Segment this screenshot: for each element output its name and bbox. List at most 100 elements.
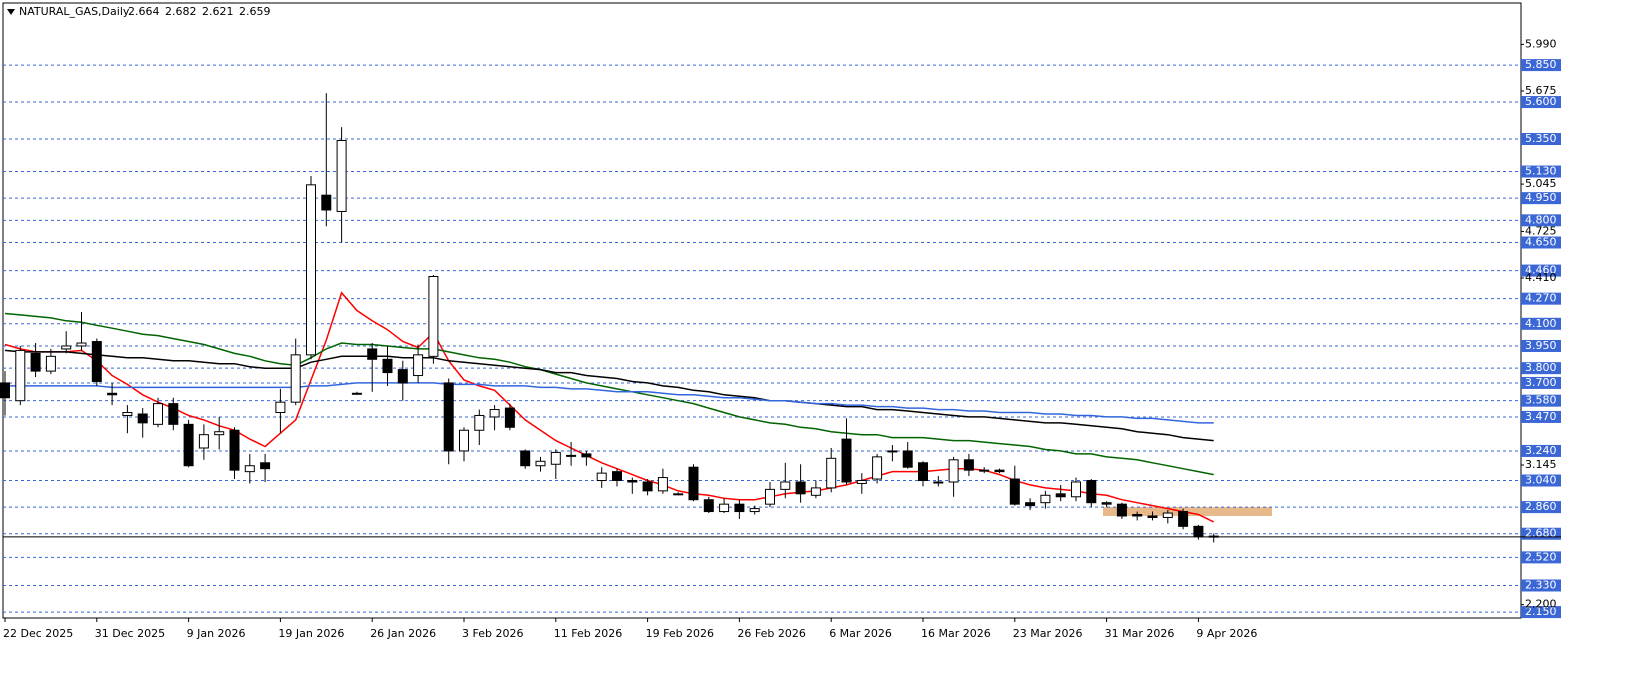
level-label-box (1521, 317, 1561, 330)
chart-title: NATURAL_GAS,Daily (19, 5, 130, 18)
candle-body (596, 472, 607, 482)
x-tick-label: 16 Mar 2026 (921, 627, 991, 640)
candle-body (15, 349, 26, 402)
candle-body (1178, 511, 1189, 527)
candle-body (963, 459, 974, 471)
candle-body (413, 354, 424, 377)
level-label-box (1521, 192, 1561, 205)
level-label-box (1521, 474, 1561, 487)
level-label: 3.800 (1525, 361, 1557, 374)
candle-body (1147, 515, 1158, 518)
candle-body (397, 369, 408, 384)
level-label: 4.270 (1525, 292, 1557, 305)
level-label-box (1521, 394, 1561, 407)
level-label-box (1521, 96, 1561, 109)
ma-line (5, 382, 1214, 424)
candle-body (780, 481, 791, 490)
level-label-box (1521, 579, 1561, 592)
level-label: 5.130 (1525, 165, 1557, 178)
candle-body (153, 403, 163, 425)
candle-body (168, 403, 179, 425)
candle-body (321, 194, 332, 211)
candle-body (657, 477, 668, 492)
x-tick-label: 23 Mar 2026 (1013, 627, 1083, 640)
candle-body (336, 139, 347, 212)
y-tick-label: 2.200 (1525, 598, 1557, 611)
level-label: 4.650 (1525, 235, 1557, 248)
candle-body (30, 352, 41, 372)
title-ohlc: 2.682 (165, 5, 197, 18)
menu-triangle (7, 9, 15, 15)
candle-body (0, 382, 10, 399)
candle-body (1071, 481, 1081, 498)
candle-body (290, 354, 301, 403)
level-label-box (1521, 292, 1561, 305)
candle-body (275, 401, 286, 414)
candle-body (841, 438, 852, 483)
candle-body (489, 409, 500, 418)
level-label-box (1521, 236, 1561, 249)
candle-body (826, 457, 837, 489)
candle-body (612, 471, 622, 482)
candle-body (520, 450, 531, 467)
level-label: 2.680 (1525, 527, 1557, 540)
candle-body (76, 342, 87, 347)
candle-body (872, 456, 883, 480)
level-label: 3.580 (1525, 394, 1557, 407)
candle-body (948, 459, 959, 483)
candle-body (887, 450, 898, 453)
level-label: 2.330 (1525, 578, 1557, 591)
candle-body (749, 508, 760, 513)
level-label-box (1521, 339, 1561, 352)
candle-body (183, 423, 194, 467)
x-tick-label: 31 Mar 2026 (1105, 627, 1175, 640)
candle-body (994, 469, 1005, 473)
candle-body (795, 481, 806, 495)
candle-body (504, 407, 515, 428)
x-tick-label: 19 Feb 2026 (646, 627, 714, 640)
candle-body (979, 469, 990, 472)
candle-body (428, 275, 439, 357)
candle-body (918, 462, 928, 482)
x-tick-label: 3 Feb 2026 (462, 627, 523, 640)
candle-body (91, 341, 102, 382)
x-tick-label: 6 Mar 2026 (829, 627, 892, 640)
ma-line (4, 349, 1214, 442)
level-label: 5.350 (1525, 132, 1557, 145)
candle-body (765, 488, 775, 505)
candle-body (1162, 512, 1173, 518)
y-tick-label: 4.725 (1525, 224, 1557, 237)
level-label: 3.470 (1525, 410, 1557, 423)
candle-body (902, 450, 913, 468)
level-label: 3.040 (1525, 474, 1557, 487)
candle-body (810, 487, 821, 496)
candle-body (703, 499, 714, 513)
level-label-box (1521, 501, 1561, 514)
x-tick-label: 11 Feb 2026 (554, 627, 622, 640)
candle-body (933, 481, 944, 484)
level-label: 4.460 (1525, 264, 1557, 277)
y-tick-label: 5.045 (1525, 177, 1557, 190)
candle-body (1086, 480, 1097, 504)
ma-line (4, 312, 1214, 476)
level-label-box (1521, 214, 1561, 227)
level-label: 2.860 (1525, 500, 1557, 513)
title-ohlc: 2.664 (128, 5, 160, 18)
candle-body (459, 429, 469, 452)
candle-body (137, 413, 148, 424)
level-label: 3.700 (1525, 376, 1557, 389)
level-label: 3.950 (1525, 339, 1557, 352)
candle-body (474, 414, 485, 431)
plot-frame (2, 2, 1522, 619)
level-label: 5.600 (1525, 95, 1557, 108)
level-label-box (1521, 444, 1561, 457)
x-tick-label: 22 Dec 2025 (3, 627, 73, 640)
title-ohlc: 2.621 (202, 5, 234, 18)
candle-body (688, 466, 699, 501)
candle-body (45, 355, 56, 372)
candle-body (367, 348, 378, 360)
level-label: 4.100 (1525, 317, 1557, 330)
candle-body (198, 434, 209, 449)
candle-body (1132, 514, 1143, 517)
y-tick-label: 4.410 (1525, 271, 1557, 284)
